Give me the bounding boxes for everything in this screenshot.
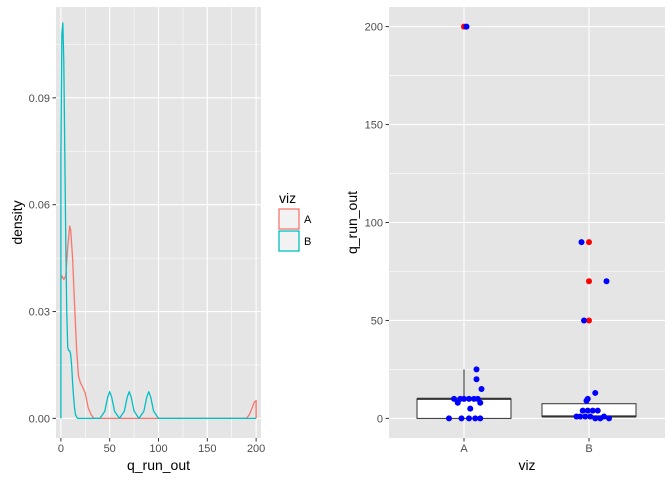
jitter-point	[473, 376, 480, 383]
outlier-point	[586, 278, 592, 285]
y-tick-label: 0.06	[29, 200, 50, 212]
jitter-point	[463, 23, 470, 30]
y-tick-label: 100	[365, 218, 383, 230]
jitter-point	[587, 413, 594, 420]
jitter-point	[579, 407, 586, 414]
jitter-point	[601, 413, 607, 420]
x-tick-label: 0	[58, 443, 64, 455]
jitter-point	[461, 395, 467, 402]
legend-key-B	[278, 230, 300, 252]
legend-key-A	[278, 208, 300, 230]
density-line-A	[60, 225, 257, 420]
jitter-point	[451, 395, 457, 402]
legend-label-A: A	[304, 214, 312, 226]
jitter-point	[577, 413, 584, 420]
density-x-axis-title: q_run_out	[127, 457, 190, 473]
legend-label-B: B	[304, 236, 311, 248]
y-tick-label: 150	[365, 120, 383, 132]
jitter-point	[592, 389, 599, 396]
x-tick-label: 100	[149, 443, 167, 455]
jitter-point	[583, 397, 590, 404]
jitter-points	[446, 23, 612, 422]
y-tick-label: 0	[377, 413, 383, 425]
density-plot: 0 50 100 150 200 0.000.030.060.09 q_run_out …	[9, 7, 265, 473]
jitter-point	[478, 386, 485, 393]
legend-items: AB	[278, 208, 312, 252]
jitter-point	[603, 278, 610, 285]
jitter-point	[477, 415, 484, 422]
density-x-ticks: 0 50 100 150 200	[58, 438, 265, 455]
jitter-point	[592, 415, 599, 422]
jitter-point	[446, 415, 452, 422]
outlier-point	[586, 239, 592, 246]
jitter-point	[473, 366, 480, 373]
jitter-point	[594, 407, 601, 414]
density-line-B	[60, 22, 257, 420]
x-tick-label: 200	[247, 443, 265, 455]
density-y-axis-title: density	[9, 200, 25, 244]
jitter-point	[466, 395, 472, 402]
boxplot-y-axis-title: q_run_out	[344, 191, 360, 254]
boxplot-x-axis-title: viz	[518, 457, 535, 473]
y-tick-label: 0.00	[29, 413, 50, 425]
jitter-point	[472, 415, 479, 422]
legend: viz AB	[278, 190, 312, 252]
outlier-point	[586, 317, 592, 324]
jitter-point	[584, 407, 591, 414]
y-tick-label: 0.09	[29, 93, 50, 105]
density-y-ticks: 0.00 0.03 0.06 0.09	[29, 93, 56, 425]
x-tick-label: 50	[104, 443, 116, 455]
density-series	[60, 22, 257, 420]
boxplot-gridlines	[389, 7, 665, 438]
y-tick-label: 50	[371, 315, 383, 327]
boxplot-outliers	[461, 23, 592, 324]
jitter-point	[582, 413, 589, 420]
jitter-point	[606, 415, 612, 422]
jitter-point	[477, 399, 484, 406]
x-tick-label: A	[460, 443, 468, 455]
x-tick-label: 150	[198, 443, 216, 455]
jitter-point	[589, 407, 596, 414]
jitter-point	[467, 405, 474, 412]
y-tick-label: 200	[365, 22, 383, 34]
jitter-point	[466, 415, 472, 422]
legend-title: viz	[279, 190, 296, 206]
x-tick-label: B	[585, 443, 592, 455]
jitter-point	[578, 239, 585, 246]
jitter-point	[454, 399, 461, 406]
jitter-point	[458, 415, 465, 422]
jitter-point	[581, 317, 587, 324]
boxplot-y-ticks: 0 50 100 150 200	[365, 22, 389, 425]
y-tick-label: 0.03	[29, 307, 50, 319]
